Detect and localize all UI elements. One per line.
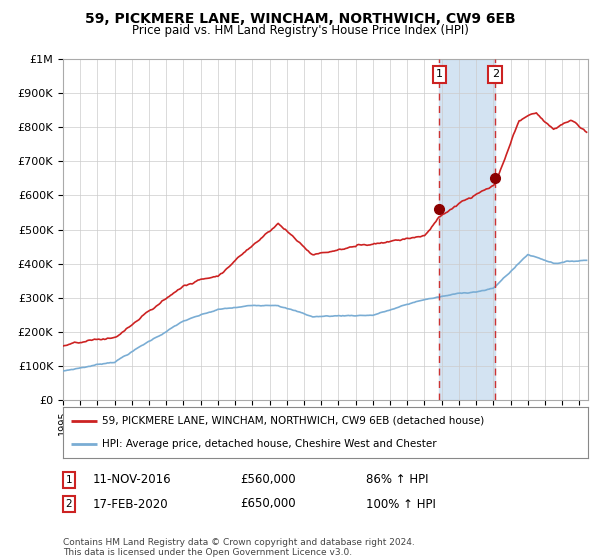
Text: 1: 1: [65, 475, 73, 485]
Text: HPI: Average price, detached house, Cheshire West and Chester: HPI: Average price, detached house, Ches…: [103, 439, 437, 449]
Text: Price paid vs. HM Land Registry's House Price Index (HPI): Price paid vs. HM Land Registry's House …: [131, 24, 469, 36]
Text: 1: 1: [436, 69, 443, 79]
Text: 2: 2: [65, 499, 73, 509]
Text: 86% ↑ HPI: 86% ↑ HPI: [366, 473, 428, 487]
Text: 100% ↑ HPI: 100% ↑ HPI: [366, 497, 436, 511]
Text: 11-NOV-2016: 11-NOV-2016: [93, 473, 172, 487]
Text: Contains HM Land Registry data © Crown copyright and database right 2024.
This d: Contains HM Land Registry data © Crown c…: [63, 538, 415, 557]
Text: 17-FEB-2020: 17-FEB-2020: [93, 497, 169, 511]
Text: 59, PICKMERE LANE, WINCHAM, NORTHWICH, CW9 6EB (detached house): 59, PICKMERE LANE, WINCHAM, NORTHWICH, C…: [103, 416, 485, 426]
Text: £650,000: £650,000: [240, 497, 296, 511]
Text: £560,000: £560,000: [240, 473, 296, 487]
Text: 59, PICKMERE LANE, WINCHAM, NORTHWICH, CW9 6EB: 59, PICKMERE LANE, WINCHAM, NORTHWICH, C…: [85, 12, 515, 26]
Bar: [439, 59, 496, 400]
Text: 2: 2: [492, 69, 499, 79]
